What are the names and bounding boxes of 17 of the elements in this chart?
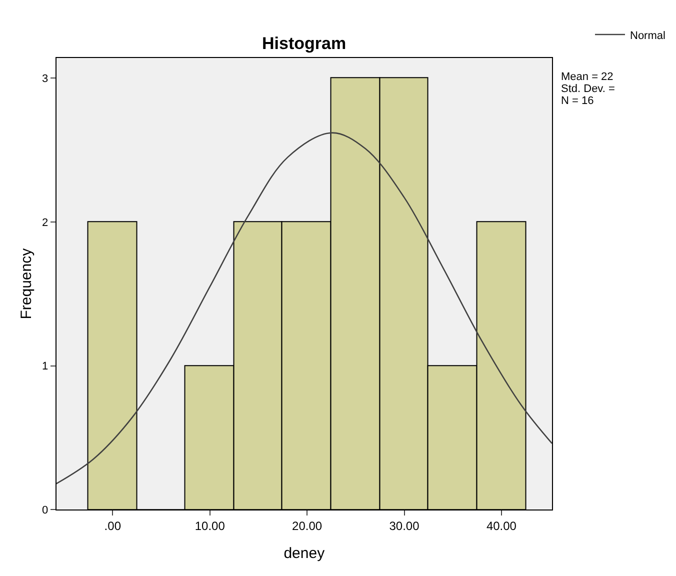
chart-title: Histogram <box>262 34 346 53</box>
x-tick-label: 30.00 <box>389 519 420 533</box>
y-tick-label: 1 <box>42 360 48 373</box>
x-axis-title: deney <box>284 545 326 562</box>
text: N = 16 <box>561 95 594 107</box>
x-tick-label: 10.00 <box>194 519 226 533</box>
text: Std. Dev. = <box>561 83 615 95</box>
y-tick-label: 3 <box>42 73 48 86</box>
x-tick-label: 20.00 <box>292 519 322 533</box>
x-tick-label: 40.00 <box>486 519 517 533</box>
text: Mean = 22 <box>561 71 614 83</box>
x-tick-label: .00 <box>104 519 122 533</box>
legend-label: Normal <box>630 30 666 42</box>
y-tick-label: 0 <box>42 504 48 516</box>
y-tick-label: 2 <box>42 216 48 229</box>
line-series <box>56 132 552 484</box>
y-axis-title: Frequency <box>18 248 36 320</box>
